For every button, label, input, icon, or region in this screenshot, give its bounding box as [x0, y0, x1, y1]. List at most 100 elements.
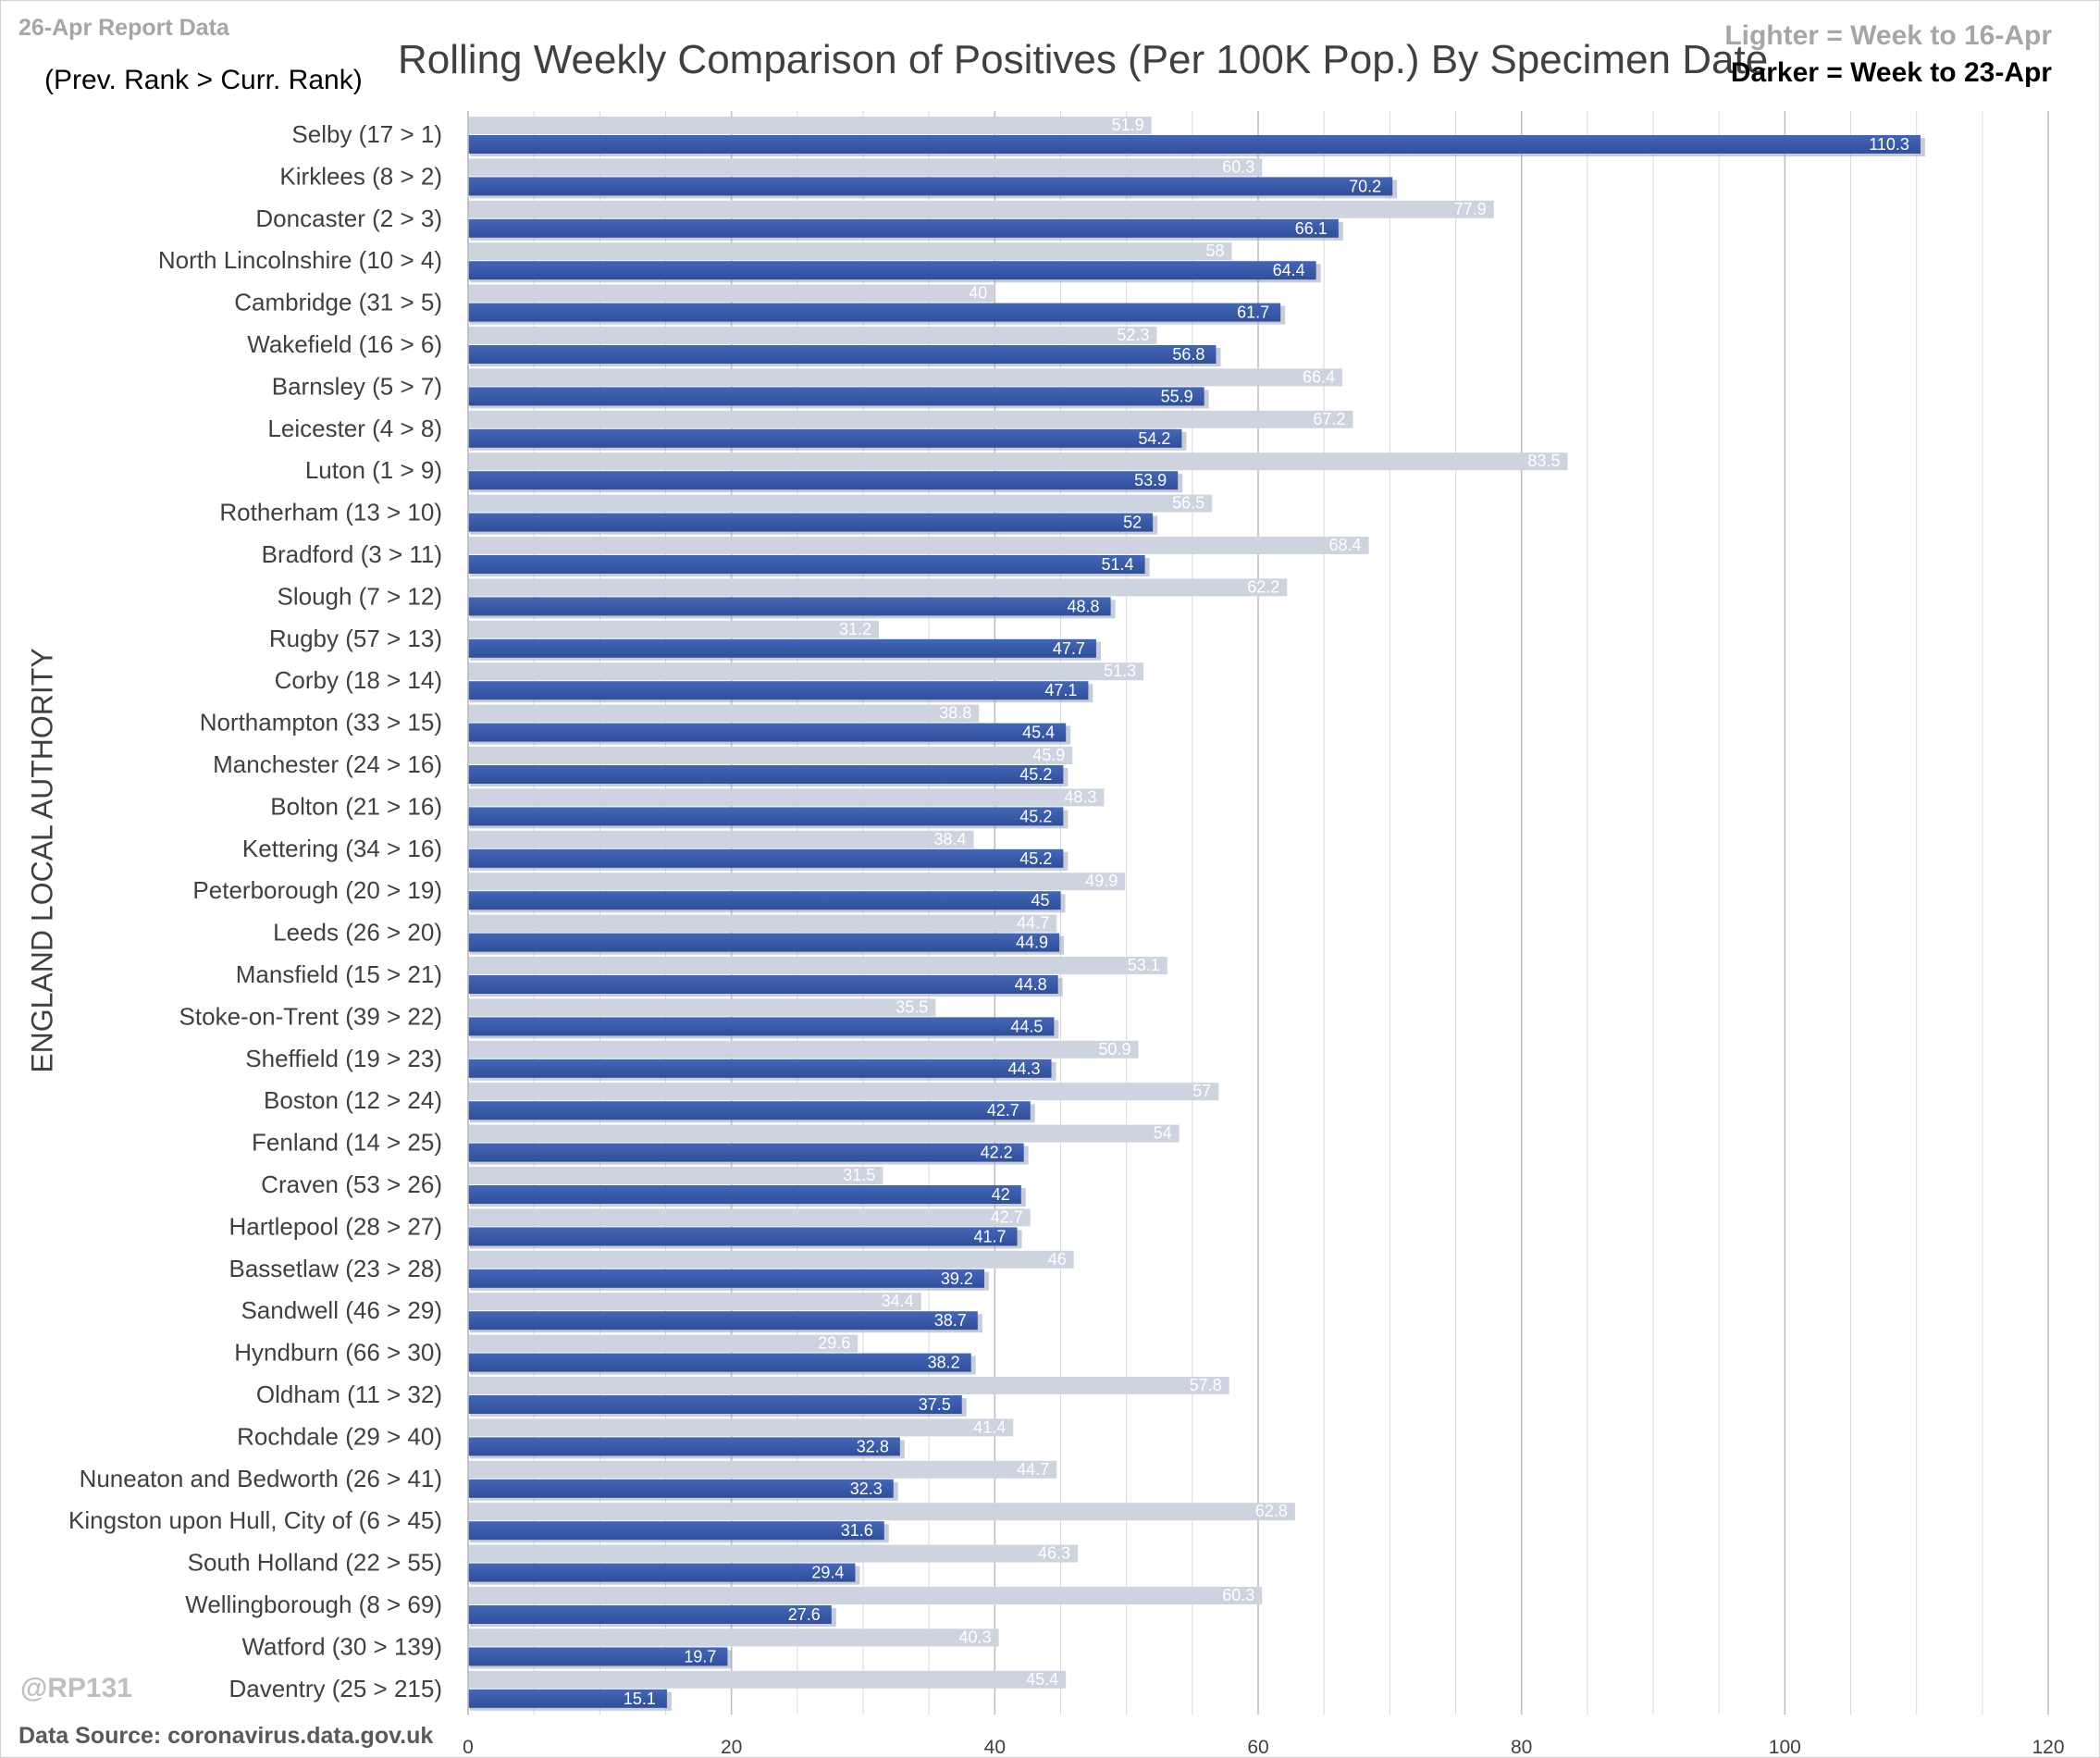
value-label-week-23-apr: 70.2: [1349, 177, 1381, 195]
bar-week-23-apr: [468, 1605, 832, 1624]
category-label: Corby (18 > 14): [275, 666, 442, 694]
bar-week-23-apr: [468, 555, 1145, 574]
value-label-week-23-apr: 44.9: [1016, 934, 1048, 952]
bar-week-23-apr: [468, 723, 1067, 742]
category-label: Hyndburn (66 > 30): [234, 1339, 442, 1367]
value-label-week-23-apr: 54.2: [1138, 429, 1170, 448]
bar-week-16-apr: [468, 788, 1105, 807]
value-label-week-16-apr: 46.3: [1038, 1544, 1070, 1563]
bar-week-16-apr: [468, 830, 974, 848]
x-tick-label: 100: [1769, 1737, 1801, 1758]
bar-week-23-apr: [468, 1437, 900, 1456]
bar-week-16-apr: [468, 1167, 883, 1184]
legend-lighter: Lighter = Week to 16-Apr: [1724, 20, 2052, 51]
category-label: Craven (53 > 26): [261, 1170, 442, 1198]
category-label: Bassetlaw (23 > 28): [229, 1255, 442, 1282]
rank-note: (Prev. Rank > Curr. Rank): [44, 65, 363, 95]
chart-title: Rolling Weekly Comparison of Positives (…: [398, 37, 1769, 82]
value-label-week-16-apr: 34.4: [882, 1292, 914, 1310]
value-label-week-23-apr: 38.7: [934, 1311, 967, 1330]
value-label-week-23-apr: 32.8: [857, 1437, 889, 1455]
category-label: Northampton (33 > 15): [200, 709, 442, 737]
report-date: 26-Apr Report Data: [19, 15, 229, 41]
bar-week-16-apr: [468, 620, 880, 638]
bar-week-23-apr: [468, 1647, 728, 1666]
bar-week-23-apr: [468, 428, 1182, 448]
value-label-week-23-apr: 110.3: [1869, 135, 1909, 154]
bar-week-23-apr: [468, 303, 1281, 322]
category-label: Selby (17 > 1): [291, 120, 442, 148]
value-label-week-16-apr: 50.9: [1098, 1040, 1130, 1059]
x-tick-label: 20: [721, 1737, 742, 1758]
category-label: Mansfield (15 > 21): [236, 960, 442, 988]
value-label-week-23-apr: 29.4: [811, 1564, 844, 1582]
bar-week-23-apr: [468, 513, 1154, 532]
value-label-week-16-apr: 66.4: [1303, 367, 1335, 386]
value-label-week-16-apr: 45.4: [1026, 1670, 1058, 1689]
data-source: Data Source: coronavirus.data.gov.uk: [19, 1723, 434, 1749]
value-label-week-16-apr: 51.3: [1104, 662, 1136, 680]
category-label: Sandwell (46 > 29): [241, 1296, 442, 1324]
bar-week-16-apr: [468, 1293, 921, 1311]
bar-week-23-apr: [468, 681, 1089, 700]
value-label-week-23-apr: 53.9: [1134, 471, 1167, 489]
bar-week-16-apr: [468, 117, 1152, 134]
bar-week-16-apr: [468, 998, 936, 1017]
value-label-week-16-apr: 67.2: [1313, 410, 1345, 428]
value-label-week-23-apr: 44.5: [1010, 1017, 1043, 1035]
bar-week-16-apr: [468, 578, 1288, 597]
value-label-week-23-apr: 66.1: [1295, 219, 1328, 238]
bar-week-16-apr: [468, 914, 1057, 933]
value-label-week-16-apr: 42.7: [991, 1207, 1023, 1226]
value-label-week-16-apr: 29.6: [818, 1334, 850, 1353]
value-label-week-23-apr: 48.8: [1068, 597, 1100, 615]
category-label: Bolton (21 > 16): [270, 792, 442, 820]
value-label-week-16-apr: 57.8: [1190, 1376, 1222, 1394]
category-label: Fenland (14 > 25): [252, 1129, 442, 1157]
category-label: Wellingborough (8 > 69): [185, 1591, 442, 1618]
category-label: Peterborough (20 > 19): [192, 876, 442, 904]
bar-week-16-apr: [468, 1418, 1014, 1437]
bar-week-16-apr: [468, 537, 1369, 554]
value-label-week-23-apr: 47.1: [1044, 681, 1077, 699]
x-tick-label: 40: [984, 1737, 1006, 1758]
value-label-week-23-apr: 15.1: [624, 1690, 656, 1708]
value-label-week-23-apr: 27.6: [788, 1605, 821, 1624]
bar-week-23-apr: [468, 1521, 884, 1541]
bar-week-16-apr: [468, 1250, 1074, 1269]
bar-week-23-apr: [468, 638, 1096, 658]
value-label-week-23-apr: 45.4: [1022, 724, 1055, 742]
value-label-week-16-apr: 60.3: [1222, 157, 1254, 176]
category-label: Rotherham (13 > 10): [219, 499, 442, 526]
value-label-week-16-apr: 31.2: [839, 620, 871, 638]
bar-week-16-apr: [468, 410, 1353, 428]
category-label: Wakefield (16 > 6): [247, 330, 442, 358]
category-label: Daventry (25 > 215): [229, 1675, 442, 1702]
value-label-week-16-apr: 56.5: [1172, 494, 1204, 513]
category-label: Cambridge (31 > 5): [234, 289, 442, 316]
bar-week-23-apr: [468, 807, 1064, 826]
bar-week-16-apr: [468, 1040, 1139, 1059]
value-label-week-16-apr: 62.2: [1247, 577, 1279, 596]
category-label: Boston (12 > 24): [264, 1086, 442, 1114]
category-label: North Lincolnshire (10 > 4): [158, 246, 442, 274]
x-tick-label: 120: [2032, 1737, 2064, 1758]
value-label-week-23-apr: 31.6: [841, 1521, 873, 1540]
bar-week-23-apr: [468, 1017, 1055, 1036]
value-label-week-16-apr: 77.9: [1454, 200, 1487, 218]
bar-week-23-apr: [468, 345, 1217, 364]
bar-week-23-apr: [468, 1563, 856, 1582]
x-tick-label: 60: [1247, 1737, 1268, 1758]
category-label: Hartlepool (28 > 27): [229, 1212, 442, 1240]
value-label-week-16-apr: 44.7: [1017, 914, 1049, 933]
value-label-week-23-apr: 52: [1123, 514, 1142, 532]
category-label: Slough (7 > 12): [277, 582, 442, 610]
category-label: Bradford (3 > 11): [262, 540, 442, 568]
category-label: Stoke-on-Trent (39 > 22): [179, 1002, 442, 1030]
category-label: Leeds (26 > 20): [273, 919, 442, 947]
bar-week-23-apr: [468, 765, 1064, 784]
value-label-week-16-apr: 31.5: [843, 1166, 875, 1184]
bar-week-16-apr: [468, 1460, 1057, 1479]
category-label: Rochdale (29 > 40): [237, 1422, 442, 1450]
bar-week-16-apr: [468, 704, 980, 723]
